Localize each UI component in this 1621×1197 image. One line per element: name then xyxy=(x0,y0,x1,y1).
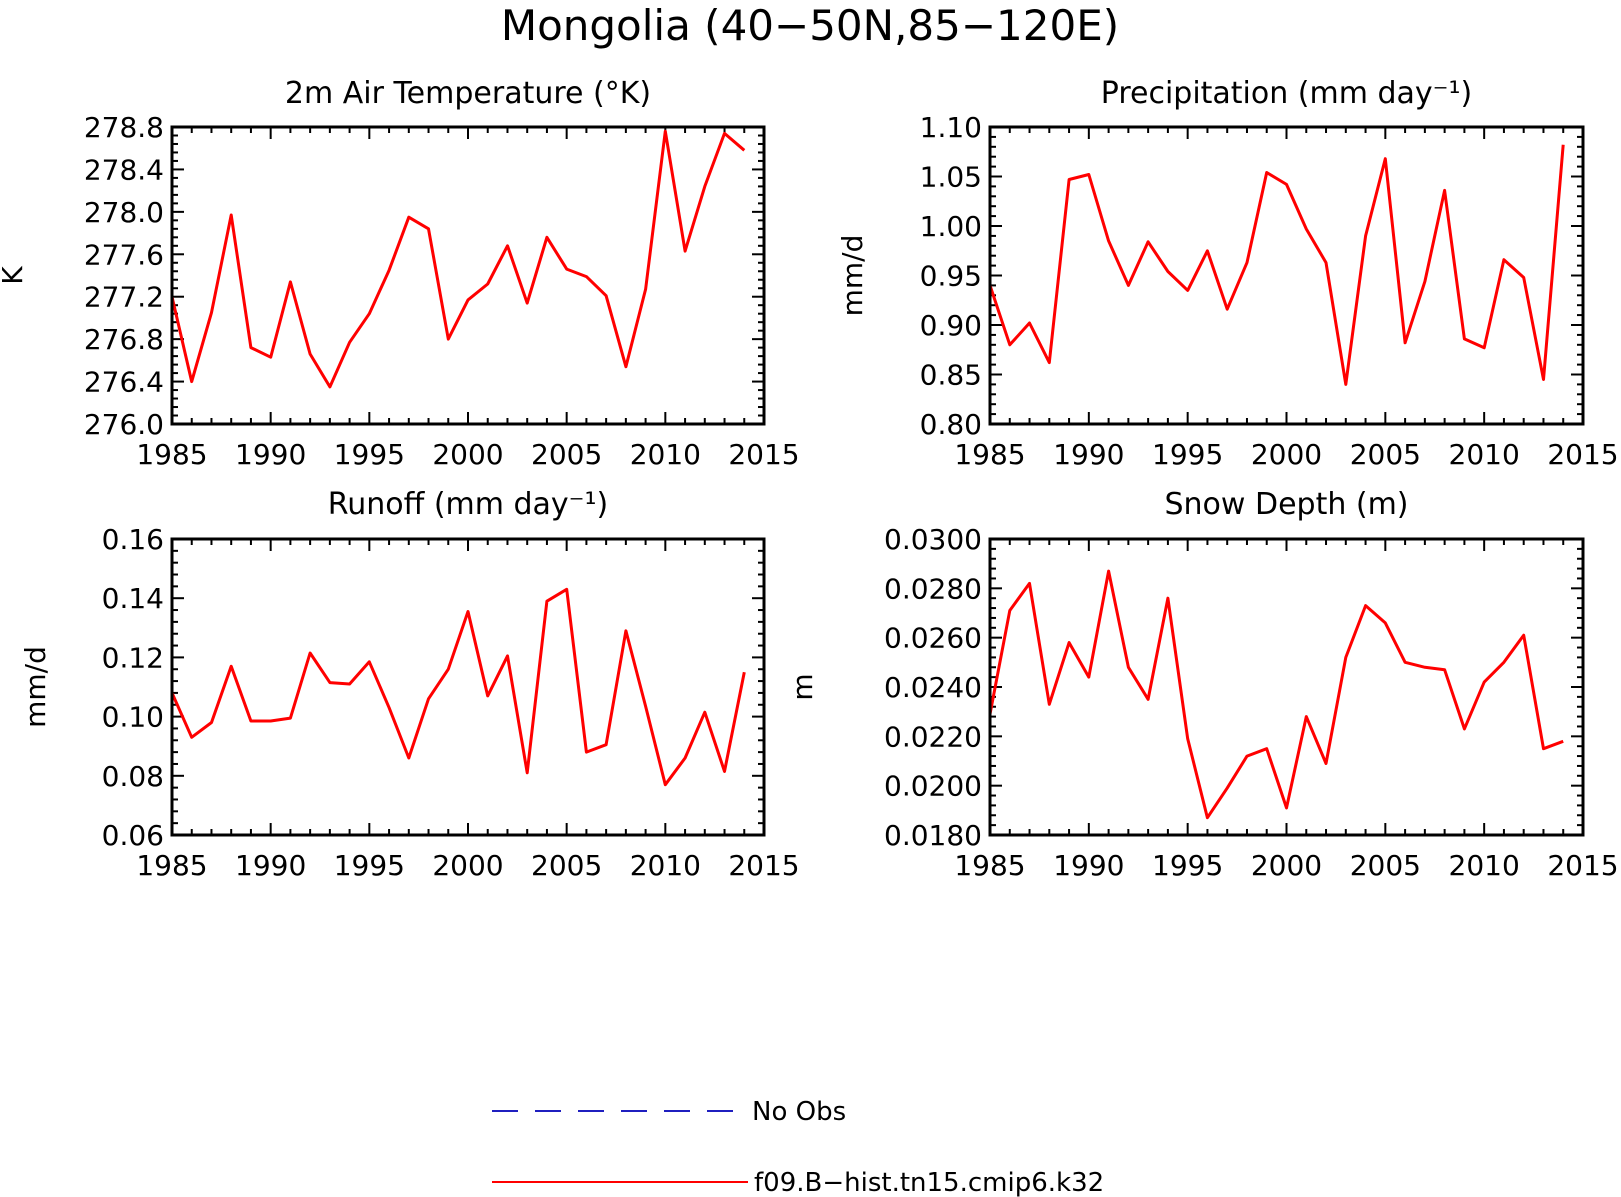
legend-label-no-obs: No Obs xyxy=(752,1097,846,1127)
x-tick-label: 1995 xyxy=(334,438,405,471)
y-axis-title-air-temperature: K xyxy=(0,266,29,285)
panel-precipitation: Precipitation (mm day⁻¹) mm/d 1985 1990 1995… xyxy=(836,76,1619,471)
figure-title: Mongolia (40−50N,85−120E) xyxy=(501,1,1119,50)
y-tick-label: 0.0300 xyxy=(884,523,982,556)
x-tick-label: 2010 xyxy=(1449,438,1520,471)
y-tick-label: 0.90 xyxy=(920,309,982,342)
panel-snow-depth: Snow Depth (m) m 1985 1990 1995 2000 2005 2010 2… xyxy=(786,487,1619,882)
y-tick-label: 0.10 xyxy=(102,701,164,734)
y-tick-label: 0.0200 xyxy=(884,770,982,803)
y-axis-title-precipitation: mm/d xyxy=(836,235,869,317)
x-tick-label: 2000 xyxy=(432,438,503,471)
series-line-snow-depth xyxy=(988,569,1564,820)
y-tick-label: 277.6 xyxy=(84,238,164,271)
series-line-precipitation xyxy=(988,144,1565,386)
y-tick-label: 0.08 xyxy=(102,760,164,793)
x-tick-label: 1990 xyxy=(235,849,306,882)
x-tick-label: 2015 xyxy=(1547,849,1618,882)
x-tick-label: 2000 xyxy=(1251,438,1322,471)
y-tick-label: 0.0180 xyxy=(884,819,982,852)
y-tick-label: 1.10 xyxy=(920,111,982,144)
y-tick-label: 276.8 xyxy=(84,323,164,356)
x-tick-label: 1990 xyxy=(1053,849,1124,882)
y-tick-label: 278.0 xyxy=(84,196,164,229)
y-tick-label: 278.8 xyxy=(84,111,164,144)
x-tick-label: 2015 xyxy=(728,438,799,471)
series-line-runoff xyxy=(170,587,746,787)
y-tick-label: 0.80 xyxy=(920,408,982,441)
plot-frame xyxy=(988,125,1585,426)
legend: No Obs f09.B−hist.tn15.cmip6.k32 xyxy=(492,1097,1104,1197)
plot-frame xyxy=(170,125,766,426)
y-axis-title-snow-depth: m xyxy=(786,673,819,700)
y-tick-label: 276.4 xyxy=(84,366,164,399)
y-tick-label: 1.05 xyxy=(920,161,982,194)
x-tick-label: 1990 xyxy=(1053,438,1124,471)
y-tick-label: 0.06 xyxy=(102,819,164,852)
y-tick-label: 276.0 xyxy=(84,408,164,441)
y-tick-label: 0.0280 xyxy=(884,572,982,605)
x-tick-label: 2015 xyxy=(728,849,799,882)
x-tick-label: 2010 xyxy=(1449,849,1520,882)
x-tick-label: 1985 xyxy=(954,849,1025,882)
x-tick-label: 2005 xyxy=(531,849,602,882)
x-tick-label: 2005 xyxy=(1350,438,1421,471)
plot-frame xyxy=(170,537,766,837)
y-tick-label: 0.14 xyxy=(102,582,164,615)
panel-title-precipitation: Precipitation (mm day⁻¹) xyxy=(1101,76,1472,111)
x-tick-label: 1985 xyxy=(954,438,1025,471)
y-tick-label: 0.95 xyxy=(920,260,982,293)
panel-air-temperature: 2m Air Temperature (°K) K 1985 1990 1995 2000… xyxy=(0,76,800,471)
x-tick-label: 2000 xyxy=(432,849,503,882)
x-tick-label: 2005 xyxy=(1350,849,1421,882)
y-tick-label: 0.85 xyxy=(920,359,982,392)
y-tick-label: 0.0220 xyxy=(884,720,982,753)
x-tick-label: 1990 xyxy=(235,438,306,471)
panel-title-air-temperature: 2m Air Temperature (°K) xyxy=(285,76,651,111)
x-tick-label: 1995 xyxy=(1152,849,1223,882)
panel-title-runoff: Runoff (mm day⁻¹) xyxy=(328,487,609,522)
y-tick-label: 0.16 xyxy=(102,523,164,556)
y-tick-label: 0.12 xyxy=(102,641,164,674)
y-tick-label: 1.00 xyxy=(920,210,982,243)
y-axis-title-runoff: mm/d xyxy=(19,646,52,728)
panel-runoff: Runoff (mm day⁻¹) mm/d 1985 1990 1995 2000 200… xyxy=(19,487,800,882)
x-tick-label: 2015 xyxy=(1547,438,1618,471)
y-tick-label: 278.4 xyxy=(84,153,164,186)
y-tick-label: 0.0260 xyxy=(884,622,982,655)
series-line-air-temperature xyxy=(170,129,746,389)
x-tick-label: 1995 xyxy=(1152,438,1223,471)
x-tick-label: 1985 xyxy=(136,849,207,882)
x-tick-label: 1995 xyxy=(334,849,405,882)
plot-frame xyxy=(988,537,1585,837)
x-tick-label: 2000 xyxy=(1251,849,1322,882)
x-tick-label: 1985 xyxy=(136,438,207,471)
y-tick-label: 0.0240 xyxy=(884,671,982,704)
x-tick-label: 2010 xyxy=(630,438,701,471)
x-tick-label: 2010 xyxy=(630,849,701,882)
panel-title-snow-depth: Snow Depth (m) xyxy=(1164,487,1408,522)
x-tick-label: 2005 xyxy=(531,438,602,471)
y-tick-label: 277.2 xyxy=(84,281,164,314)
legend-label-model: f09.B−hist.tn15.cmip6.k32 xyxy=(754,1168,1104,1197)
